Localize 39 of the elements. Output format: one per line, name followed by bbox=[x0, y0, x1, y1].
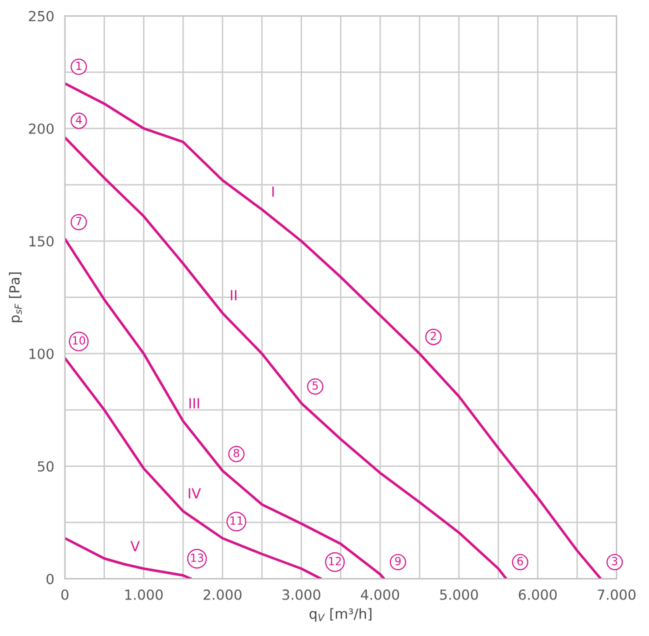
x-tick-label: 0 bbox=[61, 589, 68, 600]
x-tick-label: 5.000 bbox=[440, 589, 478, 600]
series-label: I bbox=[272, 186, 274, 197]
y-tick-label: 200 bbox=[28, 123, 54, 134]
annotation: 10 bbox=[72, 336, 86, 345]
annotation: 11 bbox=[230, 516, 242, 525]
y-tick-label: 0 bbox=[46, 574, 54, 584]
annotation: 13 bbox=[191, 554, 204, 562]
annotation: 2 bbox=[430, 332, 436, 340]
y-tick-label: 100 bbox=[30, 348, 54, 360]
annotation: 6 bbox=[517, 556, 523, 566]
x-tick-label: 1.000 bbox=[125, 589, 163, 600]
annotation: 1 bbox=[76, 62, 82, 70]
x-tick-label: 4.000 bbox=[360, 589, 400, 600]
y-tick-label: 250 bbox=[28, 10, 54, 22]
line-series bbox=[64, 238, 386, 579]
annotation: 3 bbox=[612, 556, 618, 566]
y-axis-title: p$_{sF}$ [Pa] bbox=[8, 272, 22, 322]
annotation: 4 bbox=[76, 116, 82, 124]
line-series bbox=[64, 536, 192, 579]
x-tick-label: 2.000 bbox=[204, 589, 242, 600]
line-series bbox=[64, 136, 508, 579]
x-tick-label: 3.000 bbox=[282, 589, 320, 600]
series-label: II bbox=[230, 290, 236, 300]
annotation: 12 bbox=[329, 556, 341, 566]
line-series bbox=[64, 82, 602, 579]
y-tick-label: 50 bbox=[38, 461, 54, 472]
annotation: 8 bbox=[234, 448, 240, 458]
series-label: V bbox=[130, 541, 140, 552]
annotation: 9 bbox=[395, 556, 401, 566]
annotation: 7 bbox=[76, 217, 82, 226]
annotation: 5 bbox=[312, 381, 318, 390]
x-tick-label: 7.000 bbox=[598, 589, 636, 600]
x-tick-label: 6.000 bbox=[518, 589, 557, 600]
y-tick-label: 150 bbox=[30, 236, 54, 247]
x-axis-title: q$_{V}$ [m³/h] bbox=[310, 608, 372, 622]
series-label: IV bbox=[188, 488, 201, 498]
line-series bbox=[64, 356, 322, 579]
series-label: III bbox=[189, 398, 199, 408]
